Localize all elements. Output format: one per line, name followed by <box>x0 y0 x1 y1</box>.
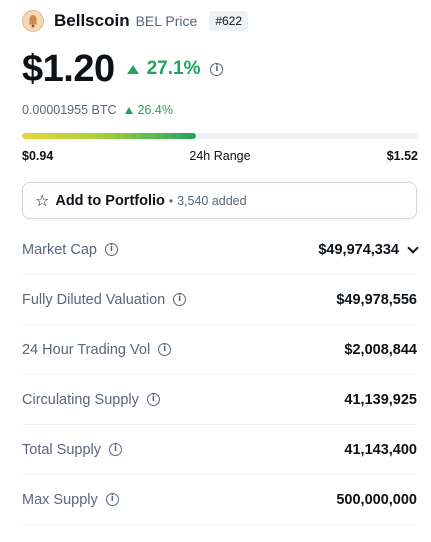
caret-up-icon <box>126 64 139 74</box>
stat-label-text: Max Supply <box>22 491 98 508</box>
info-icon[interactable]: i <box>210 62 224 76</box>
price-change-24h: 27.1% <box>126 58 201 80</box>
info-icon[interactable]: i <box>105 493 119 506</box>
stat-value-text: $49,974,334 <box>318 241 399 258</box>
portfolio-separator: • <box>168 193 174 208</box>
price-range-labels: $0.94 24h Range $1.52 <box>22 149 418 163</box>
stat-value: 41,139,925 <box>344 391 417 408</box>
caret-up-icon <box>124 106 133 114</box>
price-row: $1.20 27.1% i <box>22 47 224 91</box>
range-label: 24h Range <box>189 149 251 163</box>
btc-change-value: 26.4% <box>137 103 173 117</box>
current-price: $1.20 <box>22 47 115 90</box>
price-change-value: 27.1% <box>146 58 201 79</box>
coin-header: Bellscoin BEL Price #622 <box>22 9 422 33</box>
stat-label-text: Circulating Supply <box>22 391 139 408</box>
stat-label-text: 24 Hour Trading Vol <box>22 341 151 358</box>
btc-price-row: 0.00001955 BTC 26.4% <box>22 103 173 117</box>
info-icon[interactable]: i <box>158 343 172 356</box>
stat-row-trading-volume: 24 Hour Trading Vol i $2,008,844 <box>22 325 417 375</box>
range-high: $1.52 <box>386 149 418 163</box>
portfolio-label: Add to Portfolio <box>55 192 165 209</box>
stat-value: 41,143,400 <box>344 441 417 458</box>
btc-change: 26.4% <box>124 103 173 117</box>
price-range-fill <box>22 133 197 139</box>
stat-label: Market Cap i <box>22 242 118 258</box>
rank-badge: #622 <box>209 11 249 31</box>
stat-label: Max Supply i <box>22 492 119 508</box>
stat-row-circulating-supply: Circulating Supply i 41,139,925 <box>22 375 417 425</box>
stat-label: Fully Diluted Valuation i <box>22 291 187 308</box>
stat-value: $49,978,556 <box>336 291 417 308</box>
btc-price: 0.00001955 BTC <box>22 103 117 117</box>
add-to-portfolio-button[interactable]: ☆ Add to Portfolio • 3,540 added <box>22 182 417 219</box>
info-icon[interactable]: i <box>146 393 160 406</box>
coin-name: Bellscoin <box>54 11 130 30</box>
chevron-down-icon <box>407 241 419 254</box>
price-range-bar <box>22 133 418 139</box>
stat-label: Total Supply i <box>22 442 122 458</box>
info-icon[interactable]: i <box>109 443 122 456</box>
range-low: $0.94 <box>22 149 54 163</box>
stat-value: 500,000,000 <box>336 491 417 508</box>
stat-value: $2,008,844 <box>344 341 417 358</box>
info-icon[interactable]: i <box>173 293 187 306</box>
stat-row-fully-diluted-valuation: Fully Diluted Valuation i $49,978,556 <box>22 275 417 325</box>
stat-row-market-cap: Market Cap i $49,974,334 <box>22 225 419 275</box>
stat-value-dropdown[interactable]: $49,974,334 <box>318 241 419 258</box>
stats-table: Market Cap i $49,974,334 Fully Diluted V… <box>22 225 419 525</box>
stat-row-max-supply: Max Supply i 500,000,000 <box>22 475 417 525</box>
stat-label: 24 Hour Trading Vol i <box>22 341 172 358</box>
stat-row-total-supply: Total Supply i 41,143,400 <box>22 425 417 475</box>
stat-label-text: Fully Diluted Valuation <box>22 291 166 308</box>
bellscoin-logo-icon <box>22 10 44 32</box>
info-icon[interactable]: i <box>104 243 118 256</box>
portfolio-count: 3,540 added <box>177 193 247 208</box>
stat-label-text: Market Cap <box>22 241 97 258</box>
stat-label-text: Total Supply <box>22 441 101 458</box>
stat-label: Circulating Supply i <box>22 392 160 408</box>
coin-symbol-label: BEL Price <box>135 13 198 29</box>
star-icon: ☆ <box>35 190 50 210</box>
